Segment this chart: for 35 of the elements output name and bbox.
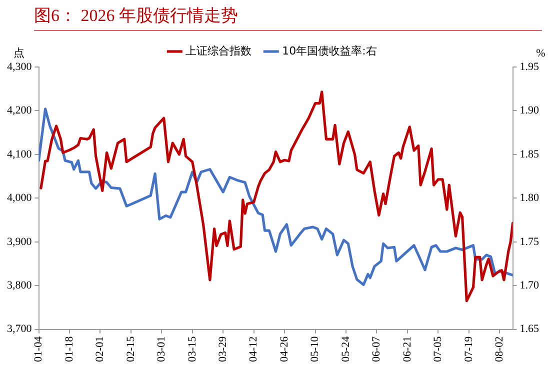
legend-label: 10年国债收益率:右 bbox=[282, 44, 377, 58]
y2-tick-label: 1.75 bbox=[520, 236, 540, 248]
y-tick-label: 3,800 bbox=[7, 280, 32, 292]
x-tick-label: 06-07 bbox=[370, 336, 383, 362]
y2-tick-label: 1.95 bbox=[520, 60, 540, 73]
x-tick-label: 03-01 bbox=[156, 336, 168, 362]
y-tick-label: 4,300 bbox=[7, 60, 32, 73]
x-tick-label: 05-10 bbox=[309, 336, 322, 362]
y-tick-label: 3,700 bbox=[7, 323, 32, 336]
y-axis-title: 点 bbox=[13, 46, 24, 60]
x-tick-label: 04-12 bbox=[248, 336, 260, 362]
y2-tick-label: 1.65 bbox=[520, 323, 540, 336]
x-tick-label: 03-15 bbox=[186, 336, 198, 362]
x-tick-label: 01-04 bbox=[32, 336, 45, 362]
y2-axis-title: % bbox=[536, 47, 546, 60]
x-tick-label: 02-15 bbox=[124, 336, 137, 362]
y-tick-label: 4,100 bbox=[7, 148, 32, 160]
y-tick-label: 4,200 bbox=[7, 104, 32, 117]
x-tick-label: 08-02 bbox=[493, 336, 506, 362]
legend-label: 上证综合指数 bbox=[186, 44, 252, 58]
x-tick-label: 07-19 bbox=[462, 336, 475, 362]
y2-tick-label: 1.70 bbox=[520, 280, 540, 292]
y2-tick-label: 1.85 bbox=[520, 148, 540, 160]
y2-tick-label: 1.90 bbox=[520, 104, 540, 117]
x-tick-label: 03-29 bbox=[216, 336, 229, 362]
x-tick-label: 07-05 bbox=[432, 336, 444, 362]
y-tick-label: 4,000 bbox=[7, 192, 32, 204]
y2-tick-label: 1.80 bbox=[520, 192, 540, 204]
x-tick-label: 06-21 bbox=[401, 336, 414, 362]
y-tick-label: 3,900 bbox=[7, 236, 32, 248]
x-tick-label: 01-18 bbox=[63, 336, 76, 362]
x-tick-label: 04-26 bbox=[278, 336, 290, 362]
x-tick-label: 02-01 bbox=[94, 336, 106, 362]
chart-title: 图6： 2026 年股债行情走势 bbox=[34, 4, 542, 31]
x-tick-label: 05-24 bbox=[340, 336, 352, 362]
